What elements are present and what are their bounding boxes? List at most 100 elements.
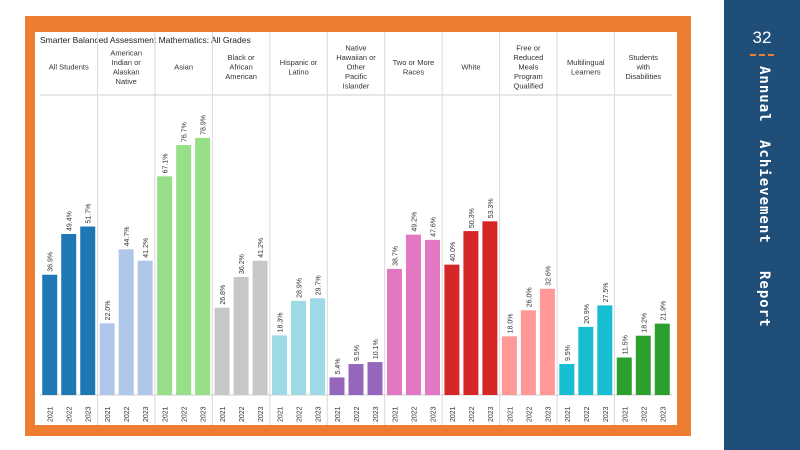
bar bbox=[195, 137, 211, 395]
data-label: 18.0% bbox=[507, 313, 514, 333]
data-label: 53.3% bbox=[488, 198, 495, 218]
data-label: 47.6% bbox=[430, 217, 437, 237]
year-tick-label: 2023 bbox=[316, 406, 323, 422]
year-tick-label: 2022 bbox=[124, 406, 131, 422]
data-label: 76.7% bbox=[182, 122, 189, 142]
data-label: 21.9% bbox=[660, 301, 667, 321]
group-label: Free or Reduced Meals Program Qualified bbox=[513, 44, 543, 91]
year-tick-label: 2023 bbox=[373, 406, 380, 422]
group-label: Asian bbox=[174, 63, 193, 72]
bar bbox=[99, 323, 115, 395]
data-label: 22.0% bbox=[105, 300, 112, 320]
bar bbox=[559, 364, 575, 395]
data-label: 36.9% bbox=[48, 252, 55, 272]
bar bbox=[329, 377, 345, 395]
bar bbox=[578, 326, 594, 395]
data-label: 38.7% bbox=[392, 246, 399, 266]
bar bbox=[424, 239, 440, 395]
year-tick-label: 2021 bbox=[278, 406, 285, 422]
sidebar-word-annual: Annual bbox=[756, 66, 772, 123]
year-tick-label: 2023 bbox=[430, 406, 437, 422]
data-label: 67.1% bbox=[163, 153, 170, 173]
group-label: American Indian or Alaskan Native bbox=[110, 48, 142, 86]
data-label: 26.0% bbox=[526, 287, 533, 307]
year-tick-label: 2023 bbox=[86, 406, 93, 422]
year-tick-label: 2022 bbox=[182, 406, 189, 422]
bar bbox=[310, 298, 326, 395]
bar bbox=[654, 323, 670, 395]
data-label: 20.9% bbox=[584, 304, 591, 324]
bar bbox=[214, 307, 230, 395]
bar bbox=[635, 335, 651, 395]
data-label: 28.9% bbox=[297, 278, 304, 298]
year-tick-label: 2023 bbox=[143, 406, 150, 422]
group-label: Students with Disabilities bbox=[625, 53, 661, 81]
data-label: 27.5% bbox=[603, 283, 610, 303]
data-label: 50.3% bbox=[469, 208, 476, 228]
bar bbox=[42, 274, 58, 395]
year-tick-label: 2022 bbox=[641, 406, 648, 422]
bar bbox=[137, 260, 153, 395]
bar bbox=[272, 335, 288, 395]
year-tick-label: 2021 bbox=[335, 406, 342, 422]
year-tick-label: 2021 bbox=[507, 406, 514, 422]
year-tick-label: 2022 bbox=[469, 406, 476, 422]
bar bbox=[520, 310, 536, 395]
group-label: White bbox=[461, 63, 480, 72]
year-tick-label: 2021 bbox=[48, 406, 55, 422]
data-label: 18.2% bbox=[641, 313, 648, 333]
year-tick-label: 2022 bbox=[411, 406, 418, 422]
data-label: 51.7% bbox=[86, 204, 93, 224]
sidebar-divider bbox=[750, 54, 774, 56]
bar bbox=[444, 264, 460, 395]
sidebar-word-achievement: Achievement bbox=[756, 140, 772, 244]
data-label: 29.7% bbox=[316, 275, 323, 295]
data-label: 9.5% bbox=[565, 345, 572, 361]
bar bbox=[118, 249, 134, 395]
year-tick-label: 2023 bbox=[258, 406, 265, 422]
bar bbox=[291, 300, 307, 395]
year-tick-label: 2021 bbox=[565, 406, 572, 422]
bar bbox=[252, 260, 268, 395]
bar bbox=[482, 221, 498, 395]
bar bbox=[233, 277, 249, 395]
data-label: 9.5% bbox=[354, 345, 361, 361]
year-tick-label: 2022 bbox=[239, 406, 246, 422]
year-tick-label: 2021 bbox=[220, 406, 227, 422]
group-label: Native Hawaiian or Other Pacific Islander bbox=[336, 44, 376, 91]
bar bbox=[176, 145, 192, 395]
data-label: 78.9% bbox=[201, 115, 208, 135]
chart-frame: Smarter Balanced Assessment Mathematics:… bbox=[25, 16, 691, 436]
bar bbox=[157, 176, 173, 395]
year-tick-label: 2023 bbox=[545, 406, 552, 422]
year-tick-label: 2023 bbox=[603, 406, 610, 422]
chart-title: Smarter Balanced Assessment Mathematics:… bbox=[40, 35, 251, 45]
grouped-bar-chart: All Students 36.9% 2021 49.4% 2022 51.7% 2023 A… bbox=[40, 32, 672, 425]
bar bbox=[80, 226, 96, 395]
chart-panel: Smarter Balanced Assessment Mathematics:… bbox=[35, 32, 677, 425]
bar bbox=[348, 364, 364, 395]
data-label: 18.3% bbox=[278, 313, 285, 333]
data-label: 26.8% bbox=[220, 285, 227, 305]
bar bbox=[501, 336, 517, 395]
data-label: 49.2% bbox=[411, 212, 418, 232]
year-tick-label: 2023 bbox=[488, 406, 495, 422]
group-label: All Students bbox=[49, 63, 89, 72]
data-label: 41.2% bbox=[258, 238, 265, 258]
year-tick-label: 2023 bbox=[201, 406, 208, 422]
bar bbox=[61, 234, 77, 395]
bar bbox=[405, 234, 421, 395]
year-tick-label: 2021 bbox=[622, 406, 629, 422]
year-tick-label: 2022 bbox=[526, 406, 533, 422]
group-label: Hispanic or Latino bbox=[280, 58, 318, 77]
data-label: 44.7% bbox=[124, 226, 131, 246]
year-tick-label: 2022 bbox=[354, 406, 361, 422]
data-label: 41.2% bbox=[143, 238, 150, 258]
report-sidebar: 32 Annual Achievement Report bbox=[724, 0, 800, 450]
data-label: 32.6% bbox=[545, 266, 552, 286]
bar bbox=[386, 268, 402, 395]
page-number: 32 bbox=[752, 28, 772, 47]
bar bbox=[597, 305, 613, 395]
data-label: 5.4% bbox=[335, 358, 342, 374]
group-label: Multilingual Learners bbox=[567, 58, 605, 77]
